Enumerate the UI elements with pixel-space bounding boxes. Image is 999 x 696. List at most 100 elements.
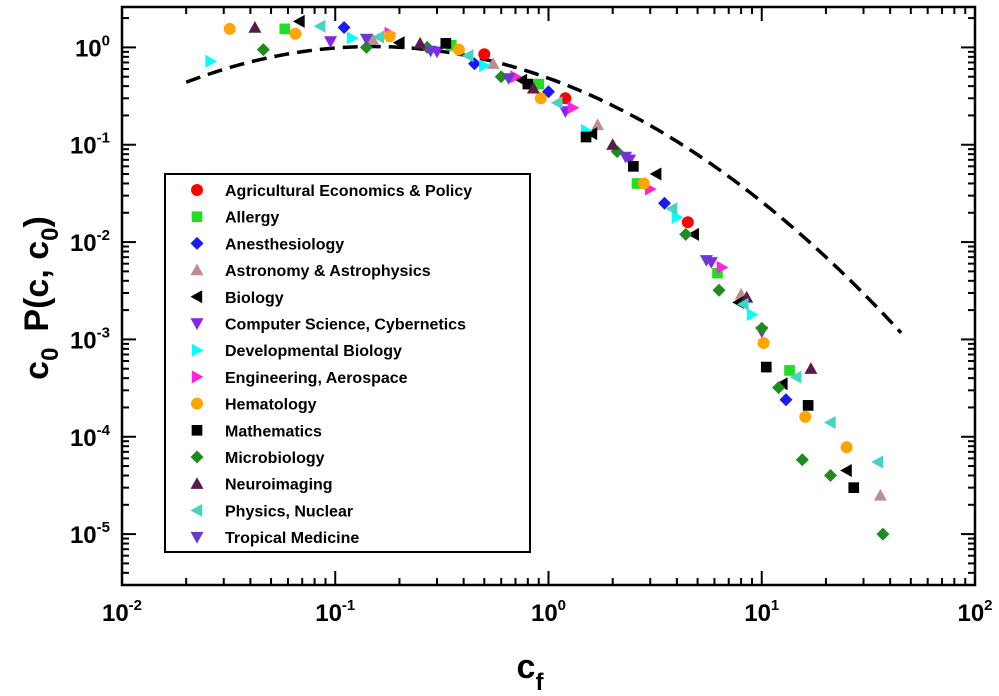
legend-box (164, 173, 531, 553)
legend-label: Agricultural Economics & Policy (225, 183, 472, 200)
data-point (445, 40, 457, 51)
legend-marker (191, 424, 203, 436)
legend-label: Engineering, Aerospace (225, 370, 408, 387)
y-tick-label-exp: -3 (97, 324, 110, 341)
y-axis-title-main: P(c, c (18, 241, 56, 332)
x-tick-label: 101 (744, 597, 779, 627)
legend-item: Allergy (191, 210, 279, 227)
x-tick-label: 100 (531, 597, 566, 627)
data-point (248, 21, 262, 33)
legend-marker (190, 450, 204, 464)
legend-item: Microbiology (190, 450, 325, 467)
y-tick-label-base: 10 (70, 327, 97, 354)
data-point (313, 19, 326, 33)
data-markers (205, 14, 890, 541)
y-tick-label: 100 (75, 32, 110, 62)
data-point (799, 410, 812, 423)
data-point (346, 31, 359, 45)
legend-label: Hematology (225, 397, 317, 414)
y-tick-label-exp: -4 (97, 422, 111, 439)
data-point (223, 22, 236, 35)
data-point (873, 488, 887, 501)
legend-item: Physics, Nuclear (190, 503, 353, 520)
data-point (871, 455, 883, 469)
legend-marker (190, 477, 204, 489)
data-point (392, 36, 405, 50)
legend-marker (190, 318, 204, 330)
legend-label: Computer Science, Cybernetics (225, 317, 466, 334)
series-10 (256, 40, 890, 541)
y-tick-label: 10-1 (70, 130, 110, 160)
data-point (440, 38, 452, 49)
legend-item: Hematology (191, 397, 317, 414)
series-2 (337, 21, 793, 407)
data-point (665, 202, 678, 216)
series-9 (440, 38, 860, 493)
data-point (740, 290, 754, 303)
legend: Agricultural Economics & Policy Allergy An… (164, 173, 531, 553)
y-axis-title-main-sub: 0 (37, 227, 64, 240)
y-tick-label-exp: 0 (102, 32, 110, 49)
legend-label: Biology (225, 290, 284, 307)
legend-marker (190, 236, 204, 250)
y-tick-label-exp: -2 (97, 227, 110, 244)
x-tick-label-exp: 1 (771, 597, 779, 614)
legend-marker (190, 263, 204, 276)
legend-item: Mathematics (191, 423, 322, 440)
data-point (795, 453, 809, 467)
legend-label: Neuroimaging (225, 477, 333, 494)
data-point (658, 196, 671, 210)
data-point (775, 377, 788, 391)
legend-item: Agricultural Economics & Policy (191, 183, 472, 200)
data-point (424, 45, 438, 58)
data-point (631, 178, 643, 189)
data-point (637, 177, 650, 190)
data-point (359, 40, 373, 54)
data-point (649, 167, 662, 181)
y-tick-label-base: 10 (70, 133, 97, 160)
x-tick-label-exp: 0 (558, 597, 566, 614)
legend-marker (191, 370, 204, 384)
data-point (526, 81, 540, 94)
y-axis-title-prefix-sub: 0 (37, 348, 64, 361)
x-tick-label: 102 (957, 597, 992, 627)
data-point (848, 482, 860, 493)
legend-marker (191, 184, 203, 196)
data-point (479, 59, 491, 73)
data-point (461, 49, 474, 63)
data-point (679, 227, 693, 241)
legend-item: Neuroimaging (190, 477, 333, 494)
y-tick-label: 10-2 (70, 227, 110, 257)
data-point (681, 216, 694, 229)
data-point (699, 255, 713, 267)
data-point (279, 23, 291, 35)
data-point (478, 48, 491, 61)
y-tick-label-exp: -1 (97, 130, 110, 147)
data-point (784, 365, 795, 376)
data-point (760, 361, 772, 373)
series-6 (205, 31, 759, 322)
data-point (712, 283, 726, 297)
x-axis-title-sub: f (535, 669, 544, 696)
series-8 (223, 22, 853, 454)
data-point (736, 297, 749, 311)
data-point (628, 161, 639, 172)
data-point (687, 227, 699, 241)
data-point (757, 336, 770, 349)
legend-marker (191, 211, 203, 223)
x-tick-label-exp: -2 (129, 597, 142, 614)
data-point (671, 210, 684, 224)
x-axis-title-main: c (517, 648, 536, 686)
x-tick-label-base: 10 (315, 600, 342, 627)
data-point (522, 78, 534, 90)
legend-item: Developmental Biology (191, 343, 402, 360)
data-point (372, 30, 384, 44)
data-point (337, 21, 351, 34)
data-point (746, 308, 759, 322)
data-point (840, 464, 852, 477)
data-point (716, 260, 729, 274)
data-point (359, 33, 373, 46)
data-point (789, 370, 802, 384)
data-point (383, 30, 396, 43)
